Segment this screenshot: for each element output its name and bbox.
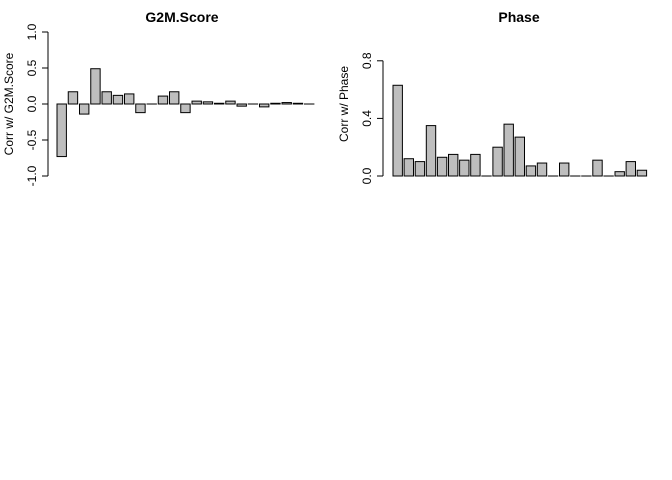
bar bbox=[403, 158, 415, 177]
bar bbox=[202, 101, 214, 105]
bar bbox=[135, 103, 146, 114]
bar bbox=[90, 68, 101, 105]
bar bbox=[536, 162, 548, 177]
bar bbox=[191, 100, 202, 105]
bar bbox=[425, 125, 437, 177]
bar bbox=[67, 91, 79, 105]
bar bbox=[614, 171, 625, 177]
bar bbox=[169, 91, 180, 105]
bar bbox=[514, 136, 525, 177]
bar bbox=[56, 103, 67, 158]
y-tick-label: -1.0 bbox=[25, 165, 39, 186]
bar bbox=[625, 161, 636, 177]
bar bbox=[492, 146, 503, 177]
bar-group bbox=[56, 68, 315, 158]
bar bbox=[79, 103, 90, 115]
bar bbox=[124, 93, 135, 105]
panel-g2m-score: G2M.Score Corr w/ G2M.Score -1.0 -0.5 0.0 0… bbox=[2, 9, 315, 186]
bar bbox=[180, 103, 191, 114]
bar bbox=[292, 102, 304, 105]
bar bbox=[559, 162, 570, 177]
bar bbox=[259, 103, 270, 108]
y-tick-label: 0.0 bbox=[25, 95, 39, 112]
bar bbox=[112, 94, 124, 105]
bar bbox=[157, 95, 169, 105]
bar bbox=[281, 102, 292, 105]
y-tick-label: -0.5 bbox=[25, 129, 39, 150]
y-tick-label: 0.5 bbox=[25, 59, 39, 76]
y-axis: -1.0 -0.5 0.0 0.5 1.0 bbox=[25, 23, 49, 186]
bar bbox=[592, 159, 603, 177]
bar bbox=[101, 91, 112, 105]
bar bbox=[225, 100, 236, 105]
bar bbox=[392, 84, 403, 177]
bar bbox=[470, 153, 481, 177]
bar bbox=[414, 161, 426, 177]
y-tick-label: 0.4 bbox=[360, 110, 374, 127]
chart-title: Phase bbox=[498, 9, 539, 25]
chart-title: G2M.Score bbox=[145, 9, 218, 25]
y-axis-label: Corr w/ Phase bbox=[337, 66, 351, 142]
bar bbox=[636, 169, 648, 177]
y-axis: 0.0 0.4 0.8 bbox=[360, 52, 384, 184]
bar-group bbox=[392, 84, 648, 177]
bar bbox=[236, 103, 247, 107]
y-tick-label: 1.0 bbox=[25, 23, 39, 40]
bar bbox=[436, 156, 448, 177]
panel-phase: Phase Corr w/ Phase 0.0 0.4 0.8 bbox=[337, 9, 648, 184]
bar bbox=[270, 102, 281, 105]
bar bbox=[459, 159, 470, 177]
y-tick-label: 0.0 bbox=[360, 167, 374, 184]
bar bbox=[448, 153, 459, 177]
bar bbox=[214, 102, 225, 105]
y-tick-label: 0.8 bbox=[360, 52, 374, 69]
y-axis-label: Corr w/ G2M.Score bbox=[2, 52, 16, 155]
bar bbox=[525, 165, 537, 177]
bar bbox=[503, 123, 514, 177]
